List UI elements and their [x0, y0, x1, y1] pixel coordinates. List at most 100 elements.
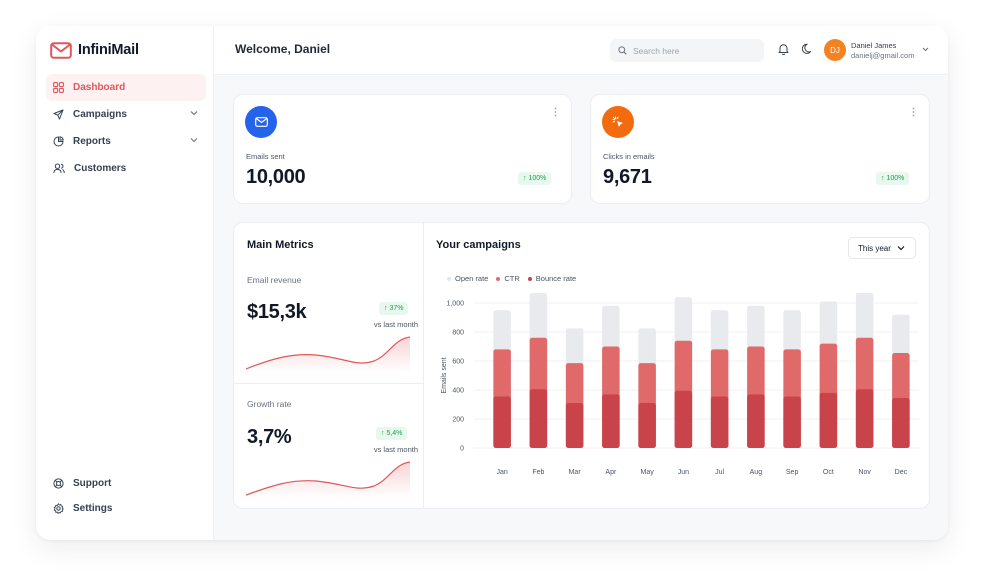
more-options-icon[interactable]	[554, 107, 557, 117]
x-tick-label: Jul	[715, 469, 724, 476]
x-tick-label: Oct	[823, 469, 834, 476]
sidebar-item-label: Support	[73, 478, 112, 489]
growth-rate-sub: vs last month	[373, 445, 418, 454]
change-badge: ↑ 100%	[518, 172, 552, 185]
pie-chart-icon	[53, 136, 64, 147]
lifebuoy-icon	[53, 478, 64, 489]
chevron-down-icon[interactable]	[190, 137, 198, 143]
stat-label: Emails sent	[246, 152, 285, 161]
cursor-click-icon	[612, 116, 623, 127]
y-tick-label: 200	[452, 417, 464, 424]
stat-card-clicks: Clicks in emails 9,671 ↑ 100%	[590, 94, 930, 204]
metrics-divider	[234, 383, 423, 384]
avatar[interactable]: DJ	[824, 39, 846, 61]
x-tick-label: Mar	[569, 469, 582, 476]
x-tick-label: Nov	[858, 469, 871, 476]
email-revenue-label: Email revenue	[247, 275, 302, 285]
sidebar-item-support[interactable]: Support	[46, 470, 206, 497]
email-revenue-sparkline	[246, 336, 410, 373]
campaigns-bar-chart: 0 200 400 600 800 1,000 Emails sent Jan Feb Mar Ap…	[441, 293, 919, 476]
legend-item[interactable]: Open rate	[447, 274, 488, 283]
sidebar-item-settings[interactable]: Settings	[46, 495, 206, 522]
moon-icon[interactable]	[802, 43, 813, 55]
send-icon	[53, 109, 64, 120]
stat-value: 10,000	[246, 166, 306, 188]
legend-swatch	[496, 276, 501, 281]
card-divider	[423, 223, 424, 508]
bar-bounce-rate-oct	[819, 392, 838, 448]
chevron-down-icon[interactable]	[922, 47, 929, 52]
gear-icon	[53, 503, 64, 514]
x-tick-label: Apr	[605, 469, 617, 476]
growth-rate-sparkline	[246, 461, 410, 498]
legend-swatch	[447, 276, 451, 281]
bar-bounce-rate-jun	[674, 390, 693, 448]
bar-bounce-rate-sep	[783, 396, 801, 448]
user-email: danielj@gmail.com	[851, 51, 915, 60]
mail-logo-icon	[50, 41, 72, 59]
legend-label: Bounce rate	[535, 274, 577, 283]
legend-label: Open rate	[455, 274, 489, 283]
sidebar-item-label: Dashboard	[73, 82, 126, 93]
y-tick-label: 0	[460, 446, 464, 453]
chart-legend: Open rate CTR Bounce rate	[447, 274, 576, 283]
legend-label: CTR	[504, 274, 520, 283]
bar-bounce-rate-dec	[892, 397, 910, 448]
bar-bounce-rate-may	[638, 403, 656, 448]
campaigns-title: Your campaigns	[436, 239, 521, 251]
page-title: Welcome, Daniel	[235, 42, 331, 56]
sidebar-item-label: Campaigns	[73, 109, 127, 120]
sidebar-item-reports[interactable]: Reports	[46, 128, 206, 155]
stat-label: Clicks in emails	[603, 152, 655, 161]
logo[interactable]: InfiniMail	[50, 40, 139, 60]
sidebar-item-campaigns[interactable]: Campaigns	[46, 101, 206, 128]
user-name: Daniel James	[851, 41, 897, 50]
bar-bounce-rate-apr	[602, 394, 620, 448]
x-tick-label: May	[641, 469, 655, 476]
sidebar-item-customers[interactable]: Customers	[46, 155, 206, 182]
x-tick-label: Feb	[532, 469, 544, 476]
y-tick-label: 1,000	[446, 301, 464, 308]
bar-bounce-rate-jan	[493, 396, 511, 448]
search-box[interactable]	[610, 39, 764, 62]
bar-bounce-rate-aug	[747, 394, 765, 448]
x-tick-label: Sep	[786, 469, 799, 476]
legend-item[interactable]: Bounce rate	[527, 274, 577, 283]
users-icon	[53, 163, 65, 174]
mail-icon	[254, 117, 268, 127]
x-tick-label: Jan	[496, 469, 507, 476]
x-tick-label: Jun	[678, 469, 689, 476]
sidebar-item-label: Reports	[73, 136, 111, 147]
y-tick-label: 400	[452, 388, 464, 395]
search-input[interactable]	[633, 45, 753, 56]
app-name: InfiniMail	[78, 42, 139, 58]
main-content: Emails sent 10,000 ↑ 100% Clicks in emai…	[214, 75, 948, 540]
bar-bounce-rate-jul	[710, 396, 729, 448]
metrics-campaigns-card: Main Metrics Email revenue $15,3k ↑ 37% …	[233, 222, 930, 509]
cursor-icon-badge	[602, 106, 634, 138]
bell-icon[interactable]	[778, 43, 789, 55]
sidebar-item-dashboard[interactable]: Dashboard	[46, 74, 206, 101]
y-tick-label: 600	[452, 359, 464, 366]
legend-swatch	[527, 276, 532, 281]
chevron-down-icon[interactable]	[190, 110, 198, 116]
change-badge: ↑ 100%	[876, 172, 910, 185]
chevron-down-icon	[897, 246, 905, 251]
stat-value: 9,671	[603, 166, 652, 188]
search-icon	[618, 46, 627, 55]
top-bar: Welcome, Daniel DJ Daniel James danielj@…	[214, 26, 948, 75]
email-revenue-sub: vs last month	[373, 320, 418, 329]
x-tick-label: Dec	[895, 469, 908, 476]
y-tick-label: 800	[452, 330, 464, 337]
x-tick-label: Aug	[750, 469, 763, 476]
legend-item[interactable]: CTR	[496, 274, 520, 283]
y-axis-label: Emails sent	[441, 357, 448, 393]
metrics-title: Main Metrics	[247, 239, 314, 251]
sidebar-item-label: Settings	[73, 503, 113, 514]
growth-rate-label: Growth rate	[247, 399, 292, 409]
more-options-icon[interactable]	[912, 107, 915, 117]
sidebar-item-label: Customers	[74, 163, 127, 174]
stat-card-emails-sent: Emails sent 10,000 ↑ 100%	[233, 94, 572, 204]
period-select[interactable]: This year	[848, 237, 916, 259]
email-revenue-value: $15,3k	[247, 301, 307, 323]
